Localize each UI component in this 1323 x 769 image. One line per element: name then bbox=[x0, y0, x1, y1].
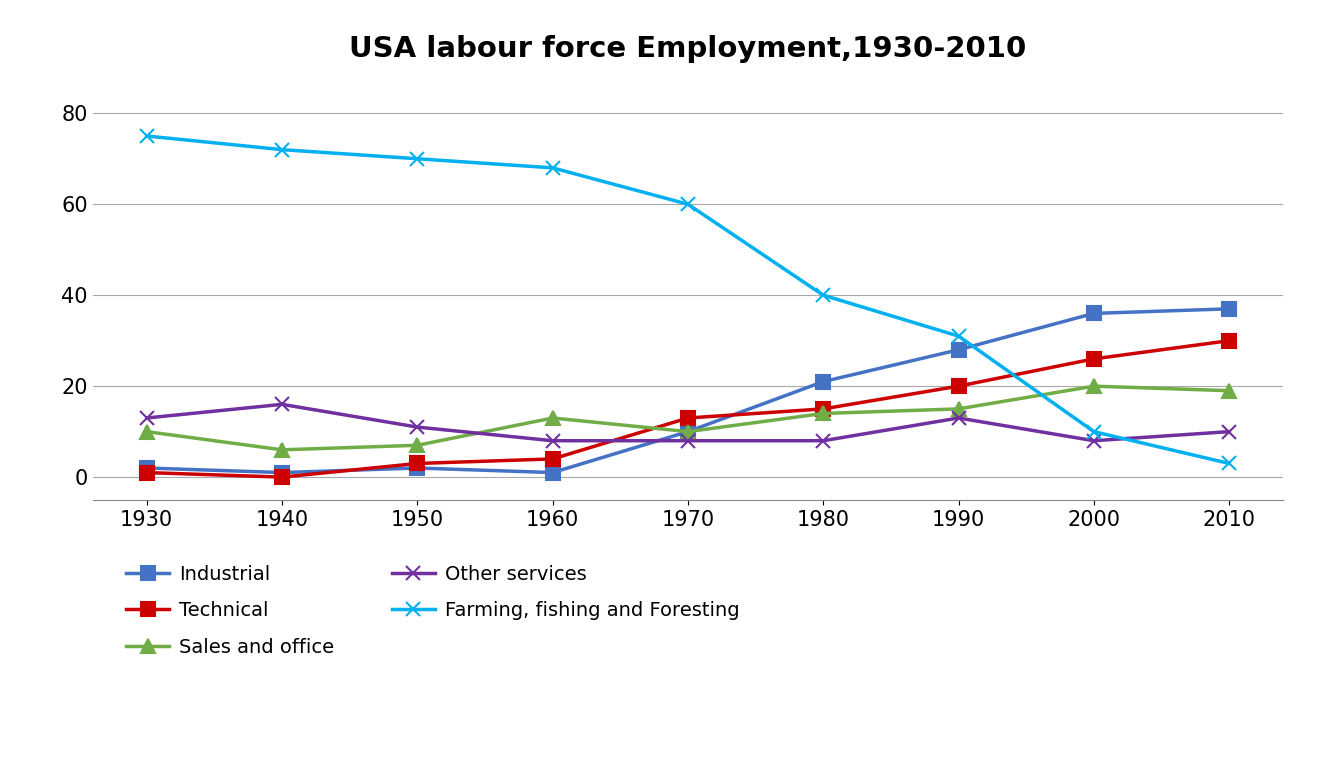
Sales and office bbox=[139, 427, 155, 436]
Sales and office bbox=[1086, 381, 1102, 391]
Industrial bbox=[680, 427, 696, 436]
Line: Industrial: Industrial bbox=[140, 302, 1236, 480]
Industrial bbox=[545, 468, 561, 478]
Sales and office bbox=[1221, 386, 1237, 395]
Industrial bbox=[139, 464, 155, 473]
Line: Sales and office: Sales and office bbox=[140, 379, 1236, 457]
Other services bbox=[1221, 427, 1237, 436]
Technical bbox=[680, 414, 696, 423]
Sales and office bbox=[951, 404, 967, 414]
Sales and office bbox=[815, 409, 831, 418]
Line: Other services: Other services bbox=[140, 398, 1236, 448]
Other services bbox=[815, 436, 831, 445]
Technical bbox=[815, 404, 831, 414]
Line: Technical: Technical bbox=[140, 334, 1236, 484]
Technical bbox=[1221, 336, 1237, 345]
Other services bbox=[680, 436, 696, 445]
Other services bbox=[139, 414, 155, 423]
Industrial bbox=[1086, 309, 1102, 318]
Technical bbox=[951, 381, 967, 391]
Farming, fishing and Foresting bbox=[545, 163, 561, 172]
Technical bbox=[409, 459, 425, 468]
Industrial bbox=[274, 468, 290, 478]
Sales and office bbox=[545, 414, 561, 423]
Other services bbox=[409, 422, 425, 431]
Legend: Industrial, Technical, Sales and office, Other services, Farming, fishing and Fo: Industrial, Technical, Sales and office,… bbox=[126, 564, 740, 657]
Other services bbox=[951, 414, 967, 423]
Industrial bbox=[1221, 305, 1237, 314]
Technical bbox=[139, 468, 155, 478]
Sales and office bbox=[409, 441, 425, 450]
Line: Farming, fishing and Foresting: Farming, fishing and Foresting bbox=[140, 129, 1236, 471]
Farming, fishing and Foresting bbox=[815, 291, 831, 300]
Farming, fishing and Foresting bbox=[274, 145, 290, 155]
Sales and office bbox=[274, 445, 290, 454]
Farming, fishing and Foresting bbox=[409, 154, 425, 163]
Other services bbox=[274, 400, 290, 409]
Farming, fishing and Foresting bbox=[139, 131, 155, 141]
Industrial bbox=[951, 345, 967, 355]
Title: USA labour force Employment,1930-2010: USA labour force Employment,1930-2010 bbox=[349, 35, 1027, 64]
Technical bbox=[1086, 355, 1102, 364]
Farming, fishing and Foresting bbox=[680, 200, 696, 209]
Farming, fishing and Foresting bbox=[1221, 459, 1237, 468]
Other services bbox=[1086, 436, 1102, 445]
Farming, fishing and Foresting bbox=[951, 331, 967, 341]
Industrial bbox=[409, 464, 425, 473]
Farming, fishing and Foresting bbox=[1086, 427, 1102, 436]
Industrial bbox=[815, 377, 831, 386]
Sales and office bbox=[680, 427, 696, 436]
Technical bbox=[545, 454, 561, 464]
Technical bbox=[274, 472, 290, 481]
Other services bbox=[545, 436, 561, 445]
